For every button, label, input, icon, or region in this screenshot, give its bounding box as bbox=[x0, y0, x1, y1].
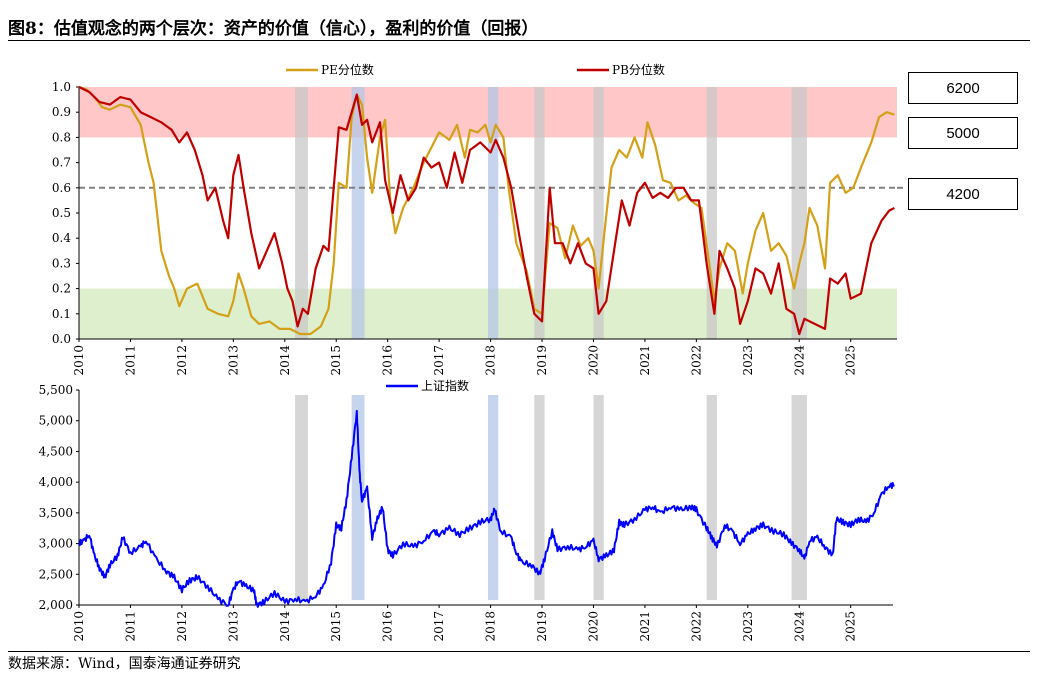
x-tick-label-bottom: 2011 bbox=[123, 611, 137, 642]
y-tick-label-top: 0.1 bbox=[52, 307, 71, 321]
highlight-band-top bbox=[295, 87, 308, 339]
annotation-box-6200: 6200 bbox=[908, 72, 1018, 104]
annotation-box-4200: 4200 bbox=[908, 178, 1018, 210]
x-tick-label-top: 2021 bbox=[638, 345, 652, 376]
highlight-band-bottom bbox=[593, 395, 604, 600]
title-rule bbox=[8, 40, 1030, 41]
x-tick-label-top: 2012 bbox=[175, 345, 189, 376]
x-tick-label-top: 2024 bbox=[792, 345, 806, 376]
x-tick-label-bottom: 2012 bbox=[175, 611, 189, 642]
x-tick-label-top: 2010 bbox=[72, 345, 86, 376]
highlight-band-bottom bbox=[791, 395, 807, 600]
legend-label-pe: PE分位数 bbox=[321, 62, 374, 77]
legend-label-index: 上证指数 bbox=[421, 378, 469, 393]
y-tick-label-top: 0.0 bbox=[52, 332, 71, 346]
highlight-band-bottom bbox=[351, 395, 365, 600]
highlight-band-bottom bbox=[706, 395, 717, 600]
x-tick-label-bottom: 2014 bbox=[278, 611, 292, 642]
x-tick-label-bottom: 2021 bbox=[638, 611, 652, 642]
x-tick-label-top: 2011 bbox=[123, 345, 137, 376]
y-tick-label-bottom: 2,500 bbox=[39, 567, 73, 581]
x-tick-label-bottom: 2010 bbox=[72, 611, 86, 642]
x-tick-label-top: 2025 bbox=[844, 345, 858, 376]
x-tick-label-bottom: 2022 bbox=[689, 611, 703, 642]
x-tick-label-top: 2016 bbox=[381, 345, 395, 376]
y-tick-label-top: 0.3 bbox=[52, 256, 71, 270]
highlight-band-bottom bbox=[534, 395, 545, 600]
x-tick-label-bottom: 2020 bbox=[586, 611, 600, 642]
x-tick-label-bottom: 2016 bbox=[381, 611, 395, 642]
x-tick-label-bottom: 2015 bbox=[329, 611, 343, 642]
y-tick-label-bottom: 5,500 bbox=[39, 383, 73, 397]
legend-label-pb: PB分位数 bbox=[612, 62, 665, 77]
x-tick-label-top: 2018 bbox=[484, 345, 498, 376]
x-tick-label-bottom: 2023 bbox=[741, 611, 755, 642]
pe-percentile-line bbox=[78, 85, 895, 336]
y-tick-label-top: 0.8 bbox=[52, 130, 71, 144]
x-tick-label-top: 2014 bbox=[278, 345, 292, 376]
source-rule bbox=[8, 651, 1030, 652]
x-tick-label-bottom: 2013 bbox=[226, 611, 240, 642]
y-tick-label-top: 1.0 bbox=[52, 80, 71, 94]
highlight-band-top bbox=[706, 87, 717, 339]
y-tick-label-bottom: 5,000 bbox=[39, 414, 73, 428]
x-tick-label-top: 2013 bbox=[226, 345, 240, 376]
x-tick-label-top: 2015 bbox=[329, 345, 343, 376]
highlight-band-top bbox=[488, 87, 499, 339]
x-tick-label-top: 2022 bbox=[689, 345, 703, 376]
x-tick-label-top: 2023 bbox=[741, 345, 755, 376]
y-tick-label-bottom: 3,000 bbox=[39, 537, 73, 551]
highlight-band-bottom bbox=[488, 395, 499, 600]
y-tick-label-bottom: 2,000 bbox=[39, 598, 73, 612]
highlight-band-top bbox=[791, 87, 807, 339]
legend-bottom: 上证指数 bbox=[386, 378, 469, 393]
y-tick-label-top: 0.6 bbox=[52, 181, 71, 195]
y-tick-label-top: 0.7 bbox=[52, 156, 71, 170]
y-tick-label-top: 0.2 bbox=[52, 282, 71, 296]
y-tick-label-bottom: 4,000 bbox=[39, 475, 73, 489]
shanghai-index-chart: 2,000 2,500 3,000 3,500 4,000 4,500 5,000 5,500… bbox=[39, 378, 895, 642]
highlight-band-top bbox=[351, 87, 365, 339]
figure-title: 图8：估值观念的两个层次：资产的价值（信心），盈利的价值（回报） bbox=[8, 19, 539, 39]
pb-percentile-line bbox=[78, 86, 895, 336]
valuation-percentile-chart: 0.0 0.1 0.2 0.3 0.4 0.5 0.6 0.7 0.8 0.9 1.0 2010 201… bbox=[52, 62, 906, 376]
highlight-band-top bbox=[593, 87, 604, 339]
source-note: 数据来源：Wind，国泰海通证券研究 bbox=[8, 656, 241, 672]
y-tick-label-bottom: 3,500 bbox=[39, 506, 73, 520]
x-tick-label-top: 2017 bbox=[432, 345, 446, 376]
highlight-band-bottom bbox=[295, 395, 308, 600]
highlight-band-top bbox=[534, 87, 545, 339]
shanghai-index-line bbox=[78, 409, 895, 608]
legend-top: PE分位数 PB分位数 bbox=[286, 62, 665, 77]
y-tick-label-bottom: 4,500 bbox=[39, 444, 73, 458]
y-tick-label-top: 0.5 bbox=[52, 206, 71, 220]
x-tick-label-bottom: 2018 bbox=[484, 611, 498, 642]
x-tick-label-bottom: 2024 bbox=[792, 611, 806, 642]
y-tick-label-top: 0.9 bbox=[52, 105, 71, 119]
y-tick-label-top: 0.4 bbox=[52, 231, 71, 245]
x-tick-label-bottom: 2017 bbox=[432, 611, 446, 642]
x-tick-label-bottom: 2025 bbox=[844, 611, 858, 642]
annotation-box-5000: 5000 bbox=[908, 117, 1018, 149]
x-tick-label-top: 2020 bbox=[586, 345, 600, 376]
x-tick-label-top: 2019 bbox=[535, 345, 549, 376]
x-tick-label-bottom: 2019 bbox=[535, 611, 549, 642]
